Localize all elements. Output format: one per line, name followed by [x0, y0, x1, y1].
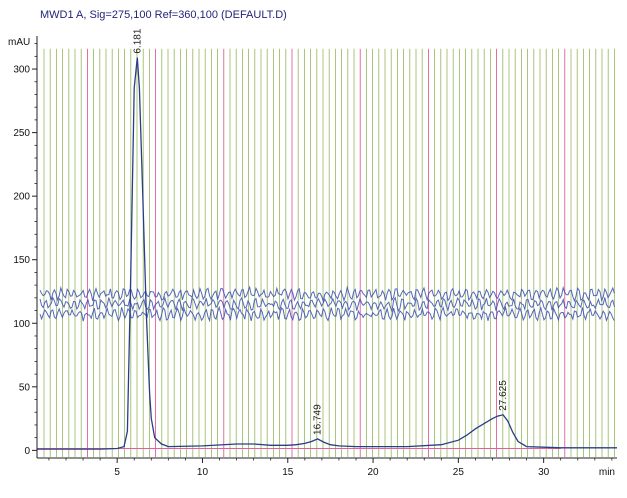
noise-band	[39, 285, 615, 303]
peak-label: 16.749	[313, 404, 324, 435]
peak-label: 27.625	[498, 380, 509, 411]
y-tick-label: 300	[13, 65, 30, 76]
x-tick-label: 10	[197, 467, 209, 478]
y-axis-label: mAU	[8, 37, 30, 48]
noise-band	[39, 295, 615, 313]
y-tick-label: 50	[19, 382, 31, 393]
y-tick-label: 200	[13, 192, 30, 203]
y-tick-label: 150	[13, 255, 30, 266]
peak-label: 6.181	[132, 28, 143, 53]
y-tick-label: 250	[13, 128, 30, 139]
y-tick-label: 100	[13, 319, 30, 330]
x-tick-label: 25	[453, 467, 465, 478]
x-tick-label: 30	[538, 467, 550, 478]
x-tick-label: 5	[114, 467, 120, 478]
signal-trace	[37, 57, 617, 450]
y-tick-label: 0	[24, 446, 30, 457]
x-tick-label: 20	[367, 467, 379, 478]
x-tick-label: 15	[282, 467, 294, 478]
chart-title: MWD1 A, Sig=275,100 Ref=360,100 (DEFAULT…	[40, 9, 287, 21]
noise-band	[39, 305, 615, 323]
x-axis-label: min	[599, 467, 615, 478]
